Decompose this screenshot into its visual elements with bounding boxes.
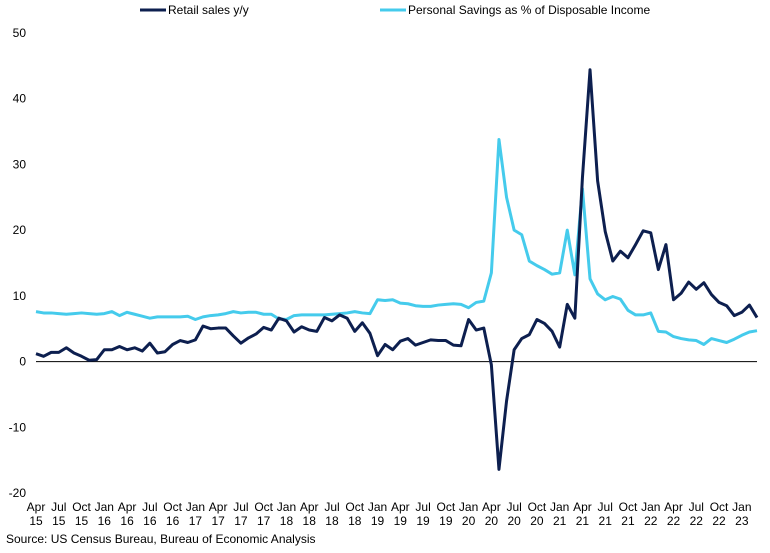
x-tick-year: 15 — [75, 514, 89, 528]
x-tick-month: Apr — [300, 500, 319, 514]
x-tick-year: 16 — [166, 514, 180, 528]
x-tick-month: Jul — [142, 500, 157, 514]
series-line-personal-savings — [35, 137, 758, 346]
series-line-retail-sales — [35, 68, 759, 471]
x-tick-year: 16 — [120, 514, 134, 528]
x-tick-month: Apr — [209, 500, 228, 514]
x-tick-year: 23 — [735, 514, 749, 528]
x-tick-year: 17 — [211, 514, 225, 528]
x-tick-year: 18 — [325, 514, 339, 528]
x-tick-year: 20 — [530, 514, 544, 528]
x-tick-month: Jan — [95, 500, 114, 514]
x-tick-year: 18 — [303, 514, 317, 528]
x-tick-month: Jul — [415, 500, 430, 514]
legend: Retail sales y/y Personal Savings as % o… — [140, 3, 650, 17]
x-tick-year: 17 — [257, 514, 271, 528]
y-axis: -20 -10 0 10 20 30 40 50 — [9, 26, 27, 500]
x-tick-month: Apr — [664, 500, 683, 514]
source-note: Source: US Census Bureau, Bureau of Econ… — [6, 532, 316, 546]
x-tick-month: Oct — [436, 500, 455, 514]
y-tick-label: -20 — [9, 486, 27, 500]
x-tick-month: Oct — [619, 500, 638, 514]
x-tick-month: Jul — [324, 500, 339, 514]
x-tick-year: 15 — [52, 514, 66, 528]
y-tick-label: 20 — [13, 223, 27, 237]
x-tick-month: Jul — [506, 500, 521, 514]
x-tick-year: 18 — [348, 514, 362, 528]
x-tick-month: Jan — [641, 500, 660, 514]
x-tick-year: 22 — [690, 514, 704, 528]
x-tick-year: 21 — [553, 514, 567, 528]
x-tick-month: Apr — [573, 500, 592, 514]
legend-label-retail: Retail sales y/y — [168, 3, 249, 17]
x-tick-year: 21 — [599, 514, 613, 528]
x-tick-year: 16 — [98, 514, 112, 528]
x-tick-year: 17 — [234, 514, 248, 528]
x-tick-month: Jul — [233, 500, 248, 514]
x-tick-month: Jan — [368, 500, 387, 514]
x-tick-year: 22 — [712, 514, 726, 528]
x-tick-year: 20 — [507, 514, 521, 528]
legend-label-savings: Personal Savings as % of Disposable Inco… — [408, 3, 650, 17]
x-tick-month: Oct — [345, 500, 364, 514]
x-tick-year: 18 — [280, 514, 294, 528]
x-tick-year: 21 — [576, 514, 590, 528]
x-tick-year: 17 — [189, 514, 203, 528]
x-tick-month: Oct — [254, 500, 273, 514]
y-tick-label: 50 — [13, 26, 27, 40]
series-layer — [35, 68, 759, 471]
x-tick-year: 19 — [394, 514, 408, 528]
x-tick-month: Oct — [710, 500, 729, 514]
x-tick-year: 22 — [667, 514, 681, 528]
x-tick-month: Oct — [163, 500, 182, 514]
x-tick-month: Jul — [689, 500, 704, 514]
y-tick-label: 30 — [13, 157, 27, 171]
x-tick-year: 19 — [416, 514, 430, 528]
x-tick-month: Oct — [72, 500, 91, 514]
x-tick-year: 20 — [485, 514, 499, 528]
y-tick-label: -10 — [9, 420, 27, 434]
x-tick-year: 19 — [439, 514, 453, 528]
x-tick-year: 19 — [371, 514, 385, 528]
x-tick-year: 15 — [29, 514, 43, 528]
x-tick-month: Apr — [27, 500, 46, 514]
x-tick-month: Jul — [598, 500, 613, 514]
y-tick-label: 0 — [19, 355, 26, 369]
x-tick-month: Apr — [482, 500, 501, 514]
y-tick-label: 10 — [13, 289, 27, 303]
x-tick-month: Jan — [277, 500, 296, 514]
x-tick-month: Jan — [732, 500, 751, 514]
x-tick-month: Oct — [528, 500, 547, 514]
x-tick-year: 16 — [143, 514, 157, 528]
x-tick-year: 21 — [621, 514, 635, 528]
y-tick-label: 40 — [13, 92, 27, 106]
x-axis: Apr15Jul15Oct15Jan16Apr16Jul16Oct16Jan17… — [27, 361, 757, 528]
x-tick-month: Apr — [391, 500, 410, 514]
x-tick-month: Apr — [118, 500, 137, 514]
x-tick-month: Jan — [186, 500, 205, 514]
x-tick-month: Jul — [51, 500, 66, 514]
x-tick-month: Jan — [459, 500, 478, 514]
x-tick-year: 22 — [644, 514, 658, 528]
x-tick-year: 20 — [462, 514, 476, 528]
x-tick-month: Jan — [550, 500, 569, 514]
